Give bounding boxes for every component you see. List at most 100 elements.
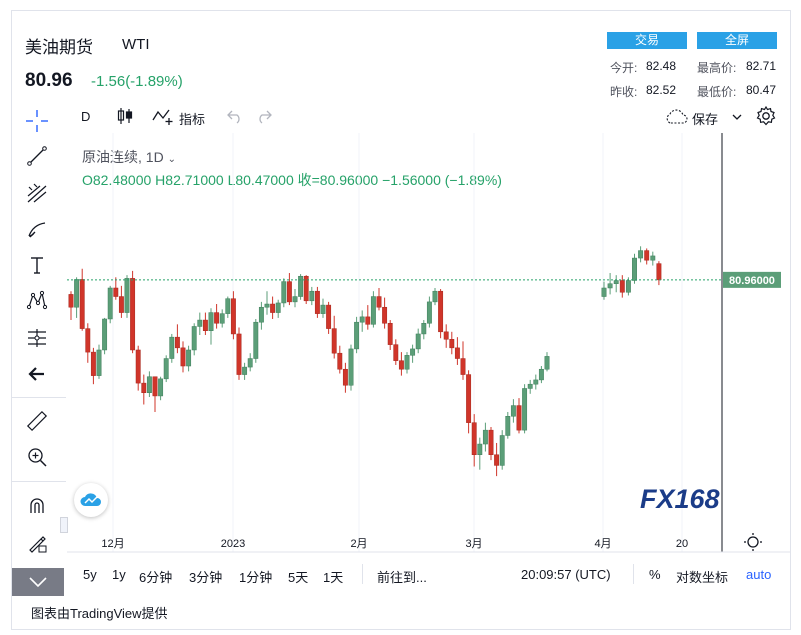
legend-symbol-name: 原油连续	[82, 149, 138, 165]
percent-toggle[interactable]: %	[649, 567, 661, 582]
candle-body	[270, 303, 276, 313]
candle-body	[230, 298, 236, 335]
tradingview-logo[interactable]	[74, 483, 108, 517]
bottom-divider	[362, 564, 363, 584]
candle-body	[202, 319, 208, 331]
candle-body	[79, 279, 85, 329]
candle-body	[298, 275, 304, 297]
candle-body	[135, 349, 141, 384]
candle-body	[124, 278, 130, 313]
indicators-button[interactable]: 指标	[179, 112, 206, 127]
save-button[interactable]: 保存	[692, 112, 719, 127]
ruler-tool-icon[interactable]	[24, 408, 50, 434]
range-6m[interactable]: 6分钟	[139, 570, 173, 585]
instrument-title: 美油期货	[25, 38, 93, 57]
candle-body	[650, 255, 656, 261]
watermark-text: FX168	[640, 484, 720, 514]
crosshair-icon[interactable]	[24, 108, 50, 134]
zoom-in-icon[interactable]	[24, 444, 50, 470]
candle-body	[499, 435, 505, 466]
magnet-icon[interactable]	[24, 493, 50, 519]
clock-readout[interactable]: 20:09:57 (UTC)	[521, 567, 611, 582]
candle-body	[359, 316, 365, 323]
redo-icon[interactable]	[255, 108, 273, 124]
x-tick-label: 3月	[465, 538, 482, 550]
toolbar-divider	[12, 397, 66, 398]
candle-body	[471, 422, 477, 455]
candle-body	[354, 321, 360, 350]
candle-body	[365, 316, 371, 325]
fullscreen-button[interactable]: 全屏	[697, 32, 777, 49]
prediction-tool-icon[interactable]	[24, 325, 50, 351]
candle-body	[90, 351, 96, 376]
range-3m[interactable]: 3分钟	[189, 570, 223, 585]
candle-body	[169, 336, 175, 359]
candle-body	[494, 454, 500, 466]
candle-body	[152, 376, 158, 397]
fx168-watermark: FX168	[640, 484, 720, 514]
range-5y[interactable]: 5y	[83, 567, 97, 582]
candle-body	[292, 296, 298, 303]
candle-body	[253, 321, 259, 359]
candle-body	[510, 405, 516, 417]
candle-body	[387, 323, 393, 345]
log-scale-toggle[interactable]: 对数坐标	[676, 570, 729, 585]
arrow-back-icon[interactable]	[24, 361, 50, 387]
candle-body	[191, 326, 197, 351]
range-1y[interactable]: 1y	[112, 567, 126, 582]
trade-button[interactable]: 交易	[607, 32, 687, 49]
collapse-toolbar-handle[interactable]	[60, 517, 68, 533]
candle-body	[477, 443, 483, 455]
candle-body	[102, 318, 108, 351]
candle-body	[158, 378, 164, 397]
price-tag-label: 80.96000	[729, 275, 775, 287]
range-5d[interactable]: 5天	[288, 570, 309, 585]
brush-tool-icon[interactable]	[24, 216, 50, 242]
candle-body	[281, 281, 287, 304]
legend-interval: 1D	[145, 149, 164, 165]
candle-body	[348, 348, 354, 386]
candle-body	[421, 323, 427, 335]
candle-body	[320, 304, 326, 314]
range-1d[interactable]: 1天	[323, 570, 344, 585]
candle-body	[314, 290, 320, 314]
candle-body	[376, 296, 382, 308]
fib-tool-icon[interactable]	[24, 180, 50, 206]
x-tick-label: 2月	[350, 538, 367, 550]
reset-time-axis-icon[interactable]	[744, 533, 762, 551]
candle-body	[482, 429, 488, 445]
candle-body	[370, 296, 376, 325]
legend-chevron-icon[interactable]: ⌄	[167, 154, 176, 165]
candle-body	[275, 302, 281, 313]
last-price: 80.96	[25, 70, 73, 91]
candle-body	[638, 250, 644, 259]
undo-icon[interactable]	[226, 108, 244, 124]
candle-body	[258, 306, 264, 323]
high-label: 最高价:	[697, 61, 737, 75]
candle-body	[415, 333, 421, 350]
low-value: 80.47	[746, 83, 777, 97]
lock-drawings-icon[interactable]	[24, 530, 50, 556]
candles-style-icon[interactable]	[115, 106, 135, 126]
price-change: -1.56(-1.89%)	[91, 73, 183, 90]
auto-scale-toggle[interactable]: auto	[746, 567, 772, 582]
trend-line-tool-icon[interactable]	[24, 143, 50, 169]
scroll-down-button[interactable]	[12, 568, 64, 596]
candle-body	[527, 383, 533, 389]
candle-body	[613, 280, 619, 284]
settings-gear-icon[interactable]	[755, 105, 777, 127]
indicators-icon[interactable]	[151, 106, 175, 126]
range-1m[interactable]: 1分钟	[239, 570, 273, 585]
candle-body	[393, 344, 399, 361]
candle-body	[544, 356, 550, 370]
text-tool-icon[interactable]	[24, 252, 50, 278]
pattern-tool-icon[interactable]	[24, 287, 50, 313]
candle-body	[438, 290, 444, 333]
bottom-divider	[633, 564, 634, 584]
goto-date-button[interactable]: 前往到...	[377, 570, 427, 585]
candle-body	[533, 379, 539, 385]
interval-button[interactable]: D	[81, 109, 91, 124]
chevron-down-icon[interactable]	[731, 110, 743, 122]
candle-body	[337, 352, 343, 370]
